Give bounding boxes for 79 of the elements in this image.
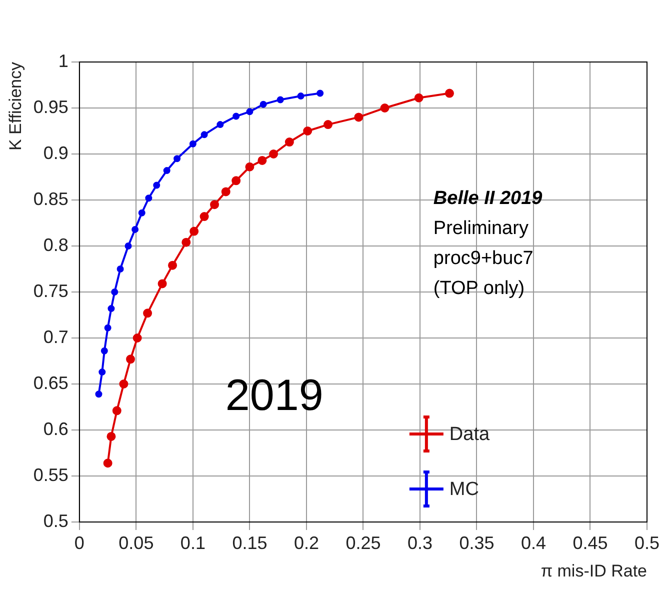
annotation: Preliminary bbox=[433, 218, 529, 239]
point bbox=[354, 112, 364, 122]
y-tick-label: 0.7 bbox=[43, 326, 68, 347]
y-tick-label: 0.65 bbox=[33, 372, 68, 393]
point bbox=[189, 140, 196, 148]
point bbox=[444, 88, 454, 98]
point bbox=[246, 108, 254, 116]
y-tick-label: 0.85 bbox=[33, 188, 68, 209]
point bbox=[200, 131, 208, 138]
point bbox=[260, 100, 267, 108]
point bbox=[380, 104, 390, 112]
point bbox=[112, 406, 122, 416]
point bbox=[106, 432, 116, 441]
x-tick-label: 0.3 bbox=[407, 532, 432, 553]
point bbox=[95, 390, 102, 398]
point bbox=[145, 194, 152, 202]
x-tick-label: 0.25 bbox=[346, 532, 381, 553]
point bbox=[100, 347, 108, 354]
y-tick-label: 0.75 bbox=[33, 280, 68, 301]
point bbox=[284, 138, 294, 147]
x-tick-label: 0.45 bbox=[572, 532, 608, 553]
point bbox=[124, 242, 132, 250]
x-axis-title: π mis-ID Rate bbox=[540, 561, 647, 580]
x-tick-label: 0.15 bbox=[232, 532, 268, 553]
x-tick-label: 0.4 bbox=[520, 532, 546, 553]
point bbox=[276, 96, 284, 104]
point bbox=[232, 112, 240, 120]
point bbox=[163, 167, 170, 174]
y-tick-label: 0.9 bbox=[43, 142, 68, 163]
point bbox=[210, 200, 220, 210]
x-tick-label: 0.35 bbox=[459, 532, 494, 553]
annotation: Belle II 2019 bbox=[433, 188, 543, 209]
point bbox=[143, 308, 152, 318]
point bbox=[324, 120, 333, 130]
annotation: proc9+buc7 bbox=[433, 248, 534, 269]
y-axis-title: K Efficiency bbox=[6, 62, 25, 151]
legend-label: Data bbox=[449, 424, 490, 446]
point bbox=[158, 279, 167, 288]
x-tick-label: 0.1 bbox=[180, 532, 206, 553]
point bbox=[414, 93, 424, 102]
point bbox=[245, 162, 254, 172]
point bbox=[258, 156, 267, 165]
point bbox=[126, 354, 136, 364]
legend-label: MC bbox=[449, 479, 479, 500]
point bbox=[216, 121, 224, 128]
x-tick-label: 0.2 bbox=[294, 532, 319, 553]
annotation: 2019 bbox=[225, 371, 324, 420]
point bbox=[174, 155, 181, 162]
point bbox=[221, 187, 230, 196]
point bbox=[297, 92, 304, 100]
point bbox=[111, 288, 118, 296]
point bbox=[98, 368, 106, 376]
point bbox=[104, 324, 112, 332]
y-tick-label: 0.8 bbox=[43, 234, 68, 255]
point bbox=[108, 305, 115, 312]
point bbox=[103, 458, 112, 468]
point bbox=[269, 150, 278, 158]
point bbox=[316, 90, 324, 97]
y-tick-label: 0.95 bbox=[33, 96, 68, 117]
x-tick-label: 0.5 bbox=[634, 532, 660, 553]
point bbox=[132, 334, 142, 342]
point bbox=[119, 380, 128, 388]
point bbox=[232, 176, 241, 186]
point bbox=[303, 126, 312, 136]
y-tick-label: 0.6 bbox=[43, 418, 68, 439]
point bbox=[182, 238, 191, 247]
point bbox=[132, 226, 139, 233]
point bbox=[138, 209, 146, 216]
point bbox=[190, 226, 199, 236]
point bbox=[116, 266, 124, 272]
x-tick-label: 0 bbox=[74, 532, 84, 553]
x-tick-label: 0.05 bbox=[118, 532, 154, 553]
point bbox=[168, 260, 178, 270]
annotation: (TOP only) bbox=[433, 278, 525, 299]
point bbox=[153, 182, 160, 189]
y-tick-label: 1 bbox=[58, 50, 68, 71]
point bbox=[200, 212, 209, 222]
y-tick-label: 0.55 bbox=[33, 464, 68, 485]
y-tick-label: 0.5 bbox=[43, 510, 68, 531]
